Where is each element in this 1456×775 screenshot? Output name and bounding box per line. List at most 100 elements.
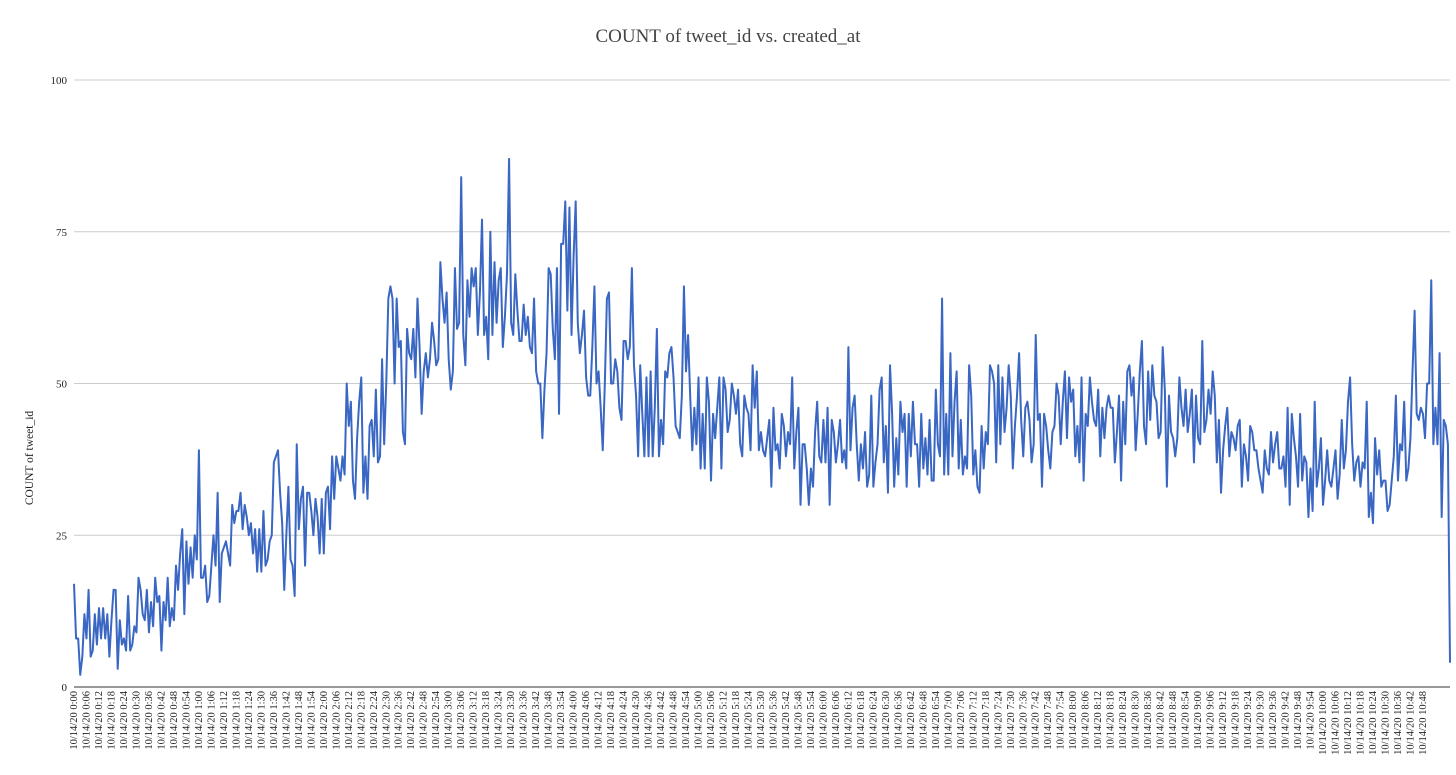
x-tick-label: 10/14/20 3:54 (556, 690, 567, 749)
x-tick-label: 10/14/20 4:06 (581, 691, 592, 750)
x-tick-label: 10/14/20 6:06 (831, 691, 842, 750)
y-tick-label: 50 (56, 379, 68, 391)
x-tick-label: 10/14/20 5:48 (793, 691, 804, 750)
x-tick-label: 10/14/20 1:24 (244, 690, 255, 749)
x-tick-label: 10/14/20 6:42 (906, 691, 917, 750)
x-tick-label: 10/14/20 6:18 (856, 691, 867, 750)
x-tick-label: 10/14/20 0:24 (119, 690, 130, 749)
x-tick-label: 10/14/20 9:30 (1256, 691, 1267, 750)
x-tick-label: 10/14/20 6:12 (843, 691, 854, 750)
x-tick-label: 10/14/20 3:42 (531, 691, 542, 750)
y-tick-label: 75 (56, 227, 68, 239)
x-tick-label: 10/14/20 4:36 (644, 691, 655, 750)
x-tick-label: 10/14/20 5:54 (806, 690, 817, 749)
x-tick-label: 10/14/20 4:54 (681, 690, 692, 749)
x-tick-label: 10/14/20 2:30 (381, 691, 392, 750)
x-tick-label: 10/14/20 8:06 (1081, 691, 1092, 750)
x-tick-label: 10/14/20 5:24 (743, 690, 754, 749)
x-tick-label: 10/14/20 5:18 (731, 691, 742, 750)
x-tick-label: 10/14/20 6:48 (918, 691, 929, 750)
x-tick-label: 10/14/20 6:30 (881, 691, 892, 750)
x-tick-label: 10/14/20 7:54 (1056, 690, 1067, 749)
x-tick-label: 10/14/20 8:42 (1156, 691, 1167, 750)
x-tick-label: 10/14/20 4:12 (594, 691, 605, 750)
x-tick-label: 10/14/20 4:30 (631, 691, 642, 750)
x-tick-label: 10/14/20 1:00 (194, 691, 205, 750)
x-tick-label: 10/14/20 1:06 (206, 691, 217, 750)
x-tick-label: 10/14/20 2:48 (419, 691, 430, 750)
x-tick-label: 10/14/20 10:42 (1405, 691, 1416, 755)
x-tick-label: 10/14/20 1:42 (281, 691, 292, 750)
x-tick-label: 10/14/20 0:00 (69, 691, 80, 750)
x-tick-label: 10/14/20 0:06 (81, 691, 92, 750)
x-tick-label: 10/14/20 0:42 (156, 691, 167, 750)
x-tick-label: 10/14/20 5:30 (756, 691, 767, 750)
x-tick-label: 10/14/20 0:54 (181, 690, 192, 749)
x-tick-label: 10/14/20 7:06 (956, 691, 967, 750)
series-line-count-of-tweet-id (73, 157, 1451, 676)
x-tick-label: 10/14/20 8:24 (1118, 690, 1129, 749)
y-tick-label: 100 (51, 75, 68, 87)
x-tick-label: 10/14/20 5:36 (768, 691, 779, 750)
x-tick-label: 10/14/20 2:18 (356, 691, 367, 750)
x-tick-label: 10/14/20 7:48 (1043, 691, 1054, 750)
y-tick-label: 25 (56, 530, 68, 542)
x-tick-label: 10/14/20 5:42 (781, 691, 792, 750)
x-tick-label: 10/14/20 0:36 (144, 691, 155, 750)
x-tick-label: 10/14/20 4:48 (669, 691, 680, 750)
x-tick-label: 10/14/20 5:00 (694, 691, 705, 750)
x-tick-label: 10/14/20 10:06 (1331, 691, 1342, 755)
x-tick-label: 10/14/20 8:18 (1106, 691, 1117, 750)
x-tick-label: 10/14/20 9:18 (1231, 691, 1242, 750)
y-tick-label: 0 (62, 682, 68, 694)
x-tick-label: 10/14/20 9:12 (1218, 691, 1229, 750)
x-tick-label: 10/14/20 9:00 (1193, 691, 1204, 750)
x-tick-label: 10/14/20 1:54 (306, 690, 317, 749)
x-tick-label: 10/14/20 4:42 (656, 691, 667, 750)
x-tick-label: 10/14/20 6:24 (868, 690, 879, 749)
x-tick-label: 10/14/20 7:12 (968, 691, 979, 750)
series-layer (73, 157, 1451, 676)
x-tick-label: 10/14/20 6:54 (931, 690, 942, 749)
x-tick-label: 10/14/20 2:00 (319, 691, 330, 750)
x-tick-label: 10/14/20 9:06 (1206, 691, 1217, 750)
x-tick-label: 10/14/20 2:24 (369, 690, 380, 749)
x-tick-label: 10/14/20 1:12 (219, 691, 230, 750)
x-tick-label: 10/14/20 3:48 (544, 691, 555, 750)
x-tick-label: 10/14/20 10:00 (1318, 691, 1329, 755)
x-tick-label: 10/14/20 2:54 (431, 690, 442, 749)
x-tick-label: 10/14/20 1:48 (294, 691, 305, 750)
x-tick-label: 10/14/20 10:30 (1380, 691, 1391, 755)
x-tick-label: 10/14/20 0:48 (169, 691, 180, 750)
x-tick-label: 10/14/20 4:24 (619, 690, 630, 749)
x-tick-label: 10/14/20 1:36 (269, 691, 280, 750)
y-axis-label: COUNT of tweet_id (24, 411, 36, 506)
x-tick-label: 10/14/20 3:12 (469, 691, 480, 750)
gridlines (74, 79, 1450, 688)
x-tick-label: 10/14/20 7:00 (943, 691, 954, 750)
x-tick-label: 10/14/20 7:42 (1031, 691, 1042, 750)
x-axis-ticks: 10/14/20 0:00 10/14/20 0:06 10/14/20 0:12 1… (69, 690, 1429, 755)
x-tick-label: 10/14/20 9:24 (1243, 690, 1254, 749)
x-tick-label: 10/14/20 3:06 (456, 691, 467, 750)
x-tick-label: 10/14/20 9:54 (1306, 690, 1317, 749)
x-tick-label: 10/14/20 10:36 (1393, 691, 1404, 755)
x-tick-label: 10/14/20 2:42 (406, 691, 417, 750)
x-tick-label: 10/14/20 7:18 (981, 691, 992, 750)
x-tick-label: 10/14/20 0:30 (131, 691, 142, 750)
x-tick-label: 10/14/20 4:00 (569, 691, 580, 750)
x-tick-label: 10/14/20 3:30 (506, 691, 517, 750)
x-tick-label: 10/14/20 8:00 (1068, 691, 1079, 750)
x-tick-label: 10/14/20 10:12 (1343, 691, 1354, 755)
y-axis-ticks: 0 25 50 75 100 (51, 75, 68, 694)
x-tick-label: 10/14/20 1:30 (256, 691, 267, 750)
x-tick-label: 10/14/20 7:24 (993, 690, 1004, 749)
x-tick-label: 10/14/20 3:00 (444, 691, 455, 750)
x-tick-label: 10/14/20 10:18 (1355, 691, 1366, 755)
x-tick-label: 10/14/20 8:48 (1168, 691, 1179, 750)
x-tick-label: 10/14/20 8:12 (1093, 691, 1104, 750)
x-tick-label: 10/14/20 6:36 (893, 691, 904, 750)
x-tick-label: 10/14/20 0:18 (106, 691, 117, 750)
x-tick-label: 10/14/20 2:06 (331, 691, 342, 750)
